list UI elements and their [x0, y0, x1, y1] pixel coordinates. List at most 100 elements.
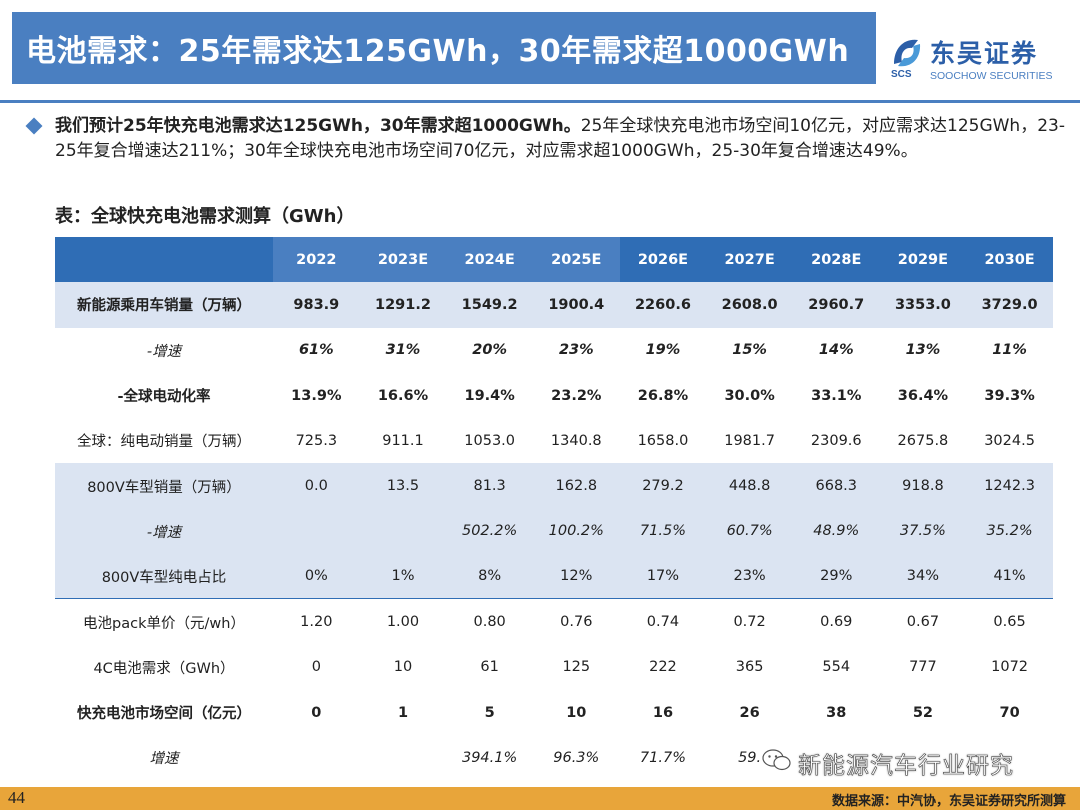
table-cell: 23.2% [551, 387, 602, 404]
table-cell: 1% [391, 568, 415, 585]
table-row: 全球：纯电动销量（万辆） 725.3 911.1 1053.0 1340.8 1… [55, 418, 1053, 463]
table-cell: 60.7% [726, 523, 773, 540]
table-cell: 61% [298, 342, 334, 359]
year-header: 2029E [897, 251, 949, 268]
table-cell: 13.5 [386, 478, 420, 495]
table-cell: 911.1 [382, 432, 424, 449]
row-label: 快充电池市场空间（亿元） [77, 706, 251, 723]
table-cell: 1053.0 [464, 432, 516, 449]
table-cell: 5 [484, 704, 495, 721]
table-row: 增速 394.1% 96.3% 71.7% 59. [55, 735, 1053, 780]
logo-english-name: SOOCHOW SECURITIES [930, 70, 1053, 82]
table-cell: 2608.0 [721, 296, 778, 313]
table-cell: 59. [738, 749, 762, 766]
table-row: 800V车型纯电占比 0% 1% 8% 12% 17% 23% 29% 34% … [55, 554, 1053, 600]
table-cell: 17% [646, 568, 680, 585]
table-cell: 31% [385, 342, 421, 359]
table-cell: 29% [820, 568, 853, 585]
table-cell: 0% [304, 568, 328, 585]
table-cell: 0.0 [304, 478, 328, 495]
table-cell: 777 [909, 659, 937, 676]
table-cell: 1981.7 [724, 432, 775, 449]
page-title: 电池需求：25年需求达125GWh，30年需求超1000GWh [26, 34, 850, 69]
year-header: 2022 [273, 237, 360, 283]
table-cell: 1900.4 [548, 296, 605, 313]
table-cell: 1549.2 [461, 296, 518, 313]
table-cell: 20% [472, 342, 507, 359]
table-row: -增速 502.2% 100.2% 71.5% 60.7% 48.9% 37.5… [55, 508, 1053, 555]
table-cell: 19% [645, 342, 681, 359]
table-cell: 10 [566, 704, 587, 721]
data-source-note: 数据来源：中汽协，东吴证券研究所测算 [831, 794, 1066, 809]
table-cell: 10 [393, 659, 413, 676]
page-number: 44 [8, 788, 25, 807]
diamond-bullet-icon [25, 117, 43, 135]
table-cell: 16 [652, 704, 674, 721]
table-cell: 2675.8 [897, 432, 949, 449]
table-cell: 26.8% [637, 387, 689, 404]
year-header: 2024E [446, 237, 533, 283]
header-divider [0, 100, 1080, 103]
watermark-text: 新能源汽车行业研究 [798, 753, 1014, 780]
table-cell: 61 [480, 659, 499, 676]
table-cell: 222 [649, 659, 677, 676]
table-cell: 3024.5 [984, 432, 1035, 449]
table-cell: 3729.0 [981, 296, 1038, 313]
table-cell: 96.3% [553, 749, 600, 766]
footer-bar: 44 数据来源：中汽协，东吴证券研究所测算 [0, 787, 1080, 810]
row-label: -全球电动化率 [117, 389, 211, 406]
table-title: 表：全球快充电池需求测算（GWh） [55, 206, 355, 227]
year-header: 2030E [984, 251, 1035, 268]
table-cell: 1340.8 [550, 432, 602, 449]
table-cell: 52 [912, 704, 934, 721]
row-label: 800V车型纯电占比 [101, 569, 227, 586]
table-cell: 1242.3 [984, 478, 1035, 495]
row-label: 增速 [149, 751, 179, 768]
table-cell: 448.8 [728, 478, 771, 495]
table-cell: 0.80 [473, 614, 506, 631]
table-cell [360, 509, 447, 554]
table-cell [360, 735, 447, 780]
table-cell: 918.8 [902, 478, 944, 495]
table-cell: 81.3 [473, 478, 506, 495]
summary-paragraph: 我们预计25年快充电池需求达125GWh，30年需求超1000GWh。25年全球… [55, 114, 1070, 164]
table-cell: 1.20 [300, 614, 333, 631]
table-cell: 14% [818, 342, 854, 359]
table-cell: 125 [562, 659, 591, 676]
table-cell: 1658.0 [637, 432, 689, 449]
table-cell: 13% [905, 342, 941, 359]
table-cell: 0 [311, 659, 321, 676]
table-cell: 0.65 [993, 614, 1026, 631]
table-cell: 8% [478, 568, 502, 585]
table-cell: 41% [993, 568, 1026, 585]
demand-table: 2022 2023E 2024E 2025E 2026E 2027E 2028E… [55, 237, 1053, 781]
logo-chinese-name: 东吴证券 [930, 39, 1039, 68]
table-cell: 1072 [991, 659, 1029, 676]
table-cell: 37.5% [899, 523, 946, 540]
table-cell: 100.2% [548, 523, 604, 540]
table-cell: 71.7% [639, 749, 686, 766]
row-label: 电池pack单价（元/wh） [83, 615, 245, 632]
table-cell: 0.72 [733, 614, 766, 631]
row-label: 全球：纯电动销量（万辆） [77, 434, 251, 451]
table-cell: 11% [992, 342, 1027, 359]
table-cell: 1.00 [386, 614, 420, 631]
table-cell: 502.2% [461, 523, 518, 540]
table-cell: 35.2% [986, 523, 1033, 540]
table-cell: 2309.6 [810, 432, 862, 449]
table-row: -全球电动化率 13.9% 16.6% 19.4% 23.2% 26.8% 30… [55, 373, 1053, 418]
table-cell: 33.1% [811, 387, 862, 404]
year-header: 2027E [724, 251, 775, 268]
table-cell: 394.1% [461, 749, 518, 766]
table-cell: 279.2 [642, 478, 684, 495]
table-row: 新能源乘用车销量（万辆） 983.9 1291.2 1549.2 1900.4 … [55, 282, 1053, 328]
table-cell: 668.3 [815, 478, 858, 495]
table-cell: 38 [826, 704, 847, 721]
row-label: 800V车型销量（万辆） [87, 479, 241, 496]
row-label: -增速 [146, 343, 182, 360]
table-row: 4C电池需求（GWh） 0 10 61 125 222 365 554 777 … [55, 645, 1053, 690]
table-row: 快充电池市场空间（亿元） 0 1 5 10 16 26 38 52 70 [55, 690, 1053, 735]
table-row: -增速 61% 31% 20% 23% 19% 15% 14% 13% 11% [55, 328, 1053, 373]
table-cell: 725.3 [295, 432, 338, 449]
table-cell: 15% [732, 342, 767, 359]
